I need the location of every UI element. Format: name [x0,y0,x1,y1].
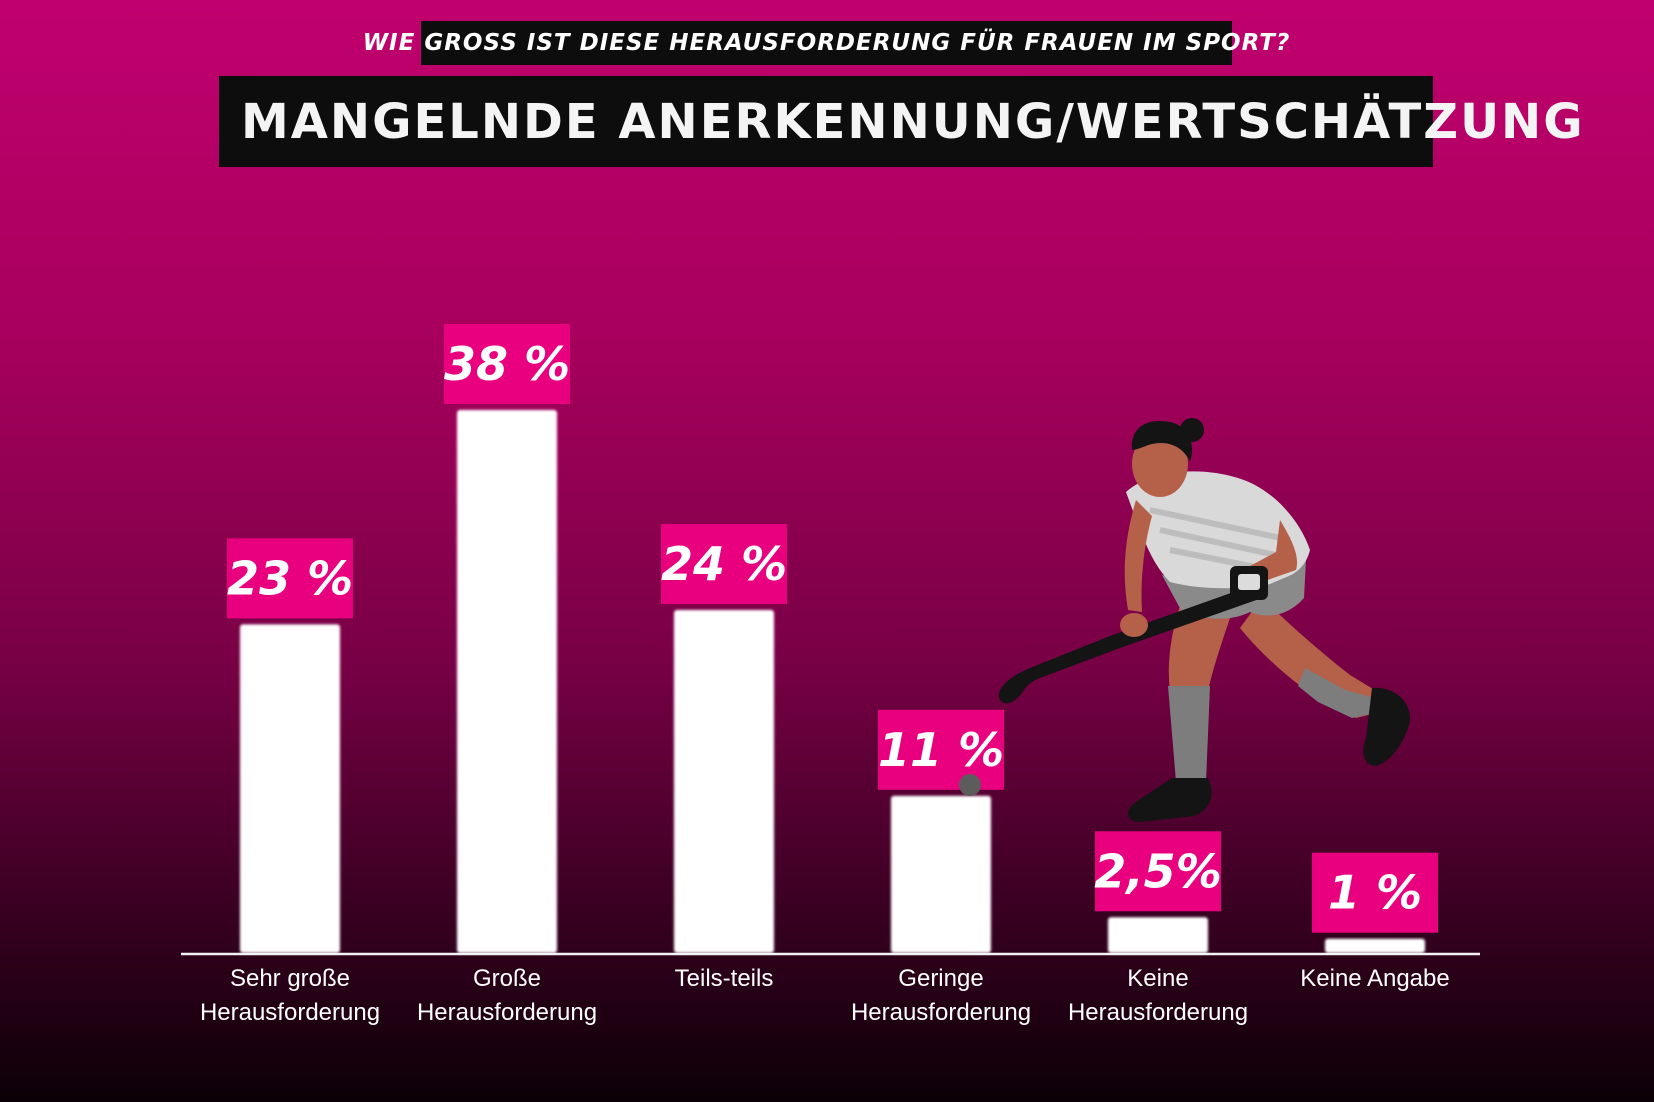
value-label-box [1312,852,1438,933]
category-label: Keine Herausforderung [1068,965,1248,1026]
value-label: 38 % [444,337,570,391]
value-label: 11 % [878,723,1004,777]
bar [891,795,991,953]
value-label-box [878,709,1004,790]
bar [240,624,340,953]
bars-layer: 23 % Sehr große Herausforderung 38 % Große He… [181,324,1480,1026]
category-label: Geringe Herausforderung [851,965,1031,1026]
field-hockey-player-illustration [998,418,1411,822]
bar [1108,917,1208,953]
question-text: WIE GROSS IST DIESE HERAUSFORDERUNG FÜR … [362,30,1291,56]
chart-title: MANGELNDE ANERKENNUNG/WERTSCHÄTZUNG [241,93,1585,150]
value-label-box [1095,831,1221,912]
title-banner: MANGELNDE ANERKENNUNG/WERTSCHÄTZUNG [219,76,1583,167]
value-label: 24 % [661,537,787,591]
question-banner: WIE GROSS IST DIESE HERAUSFORDERUNG FÜR … [363,21,1289,65]
bar [1325,938,1425,953]
value-label-box [227,538,353,619]
bar [674,610,774,953]
hockey-ball [959,774,981,796]
value-label: 23 % [227,551,353,605]
value-label-box [661,524,787,605]
category-label: Große Herausforderung [417,965,597,1026]
category-label: Keine Angabe [1300,965,1449,992]
bar [457,410,557,953]
value-label-box [444,324,570,404]
value-label: 2,5% [1094,844,1222,898]
category-label: Teils-teils [675,965,774,992]
category-label: Sehr große Herausforderung [200,965,380,1026]
value-label: 1 % [1328,866,1422,920]
